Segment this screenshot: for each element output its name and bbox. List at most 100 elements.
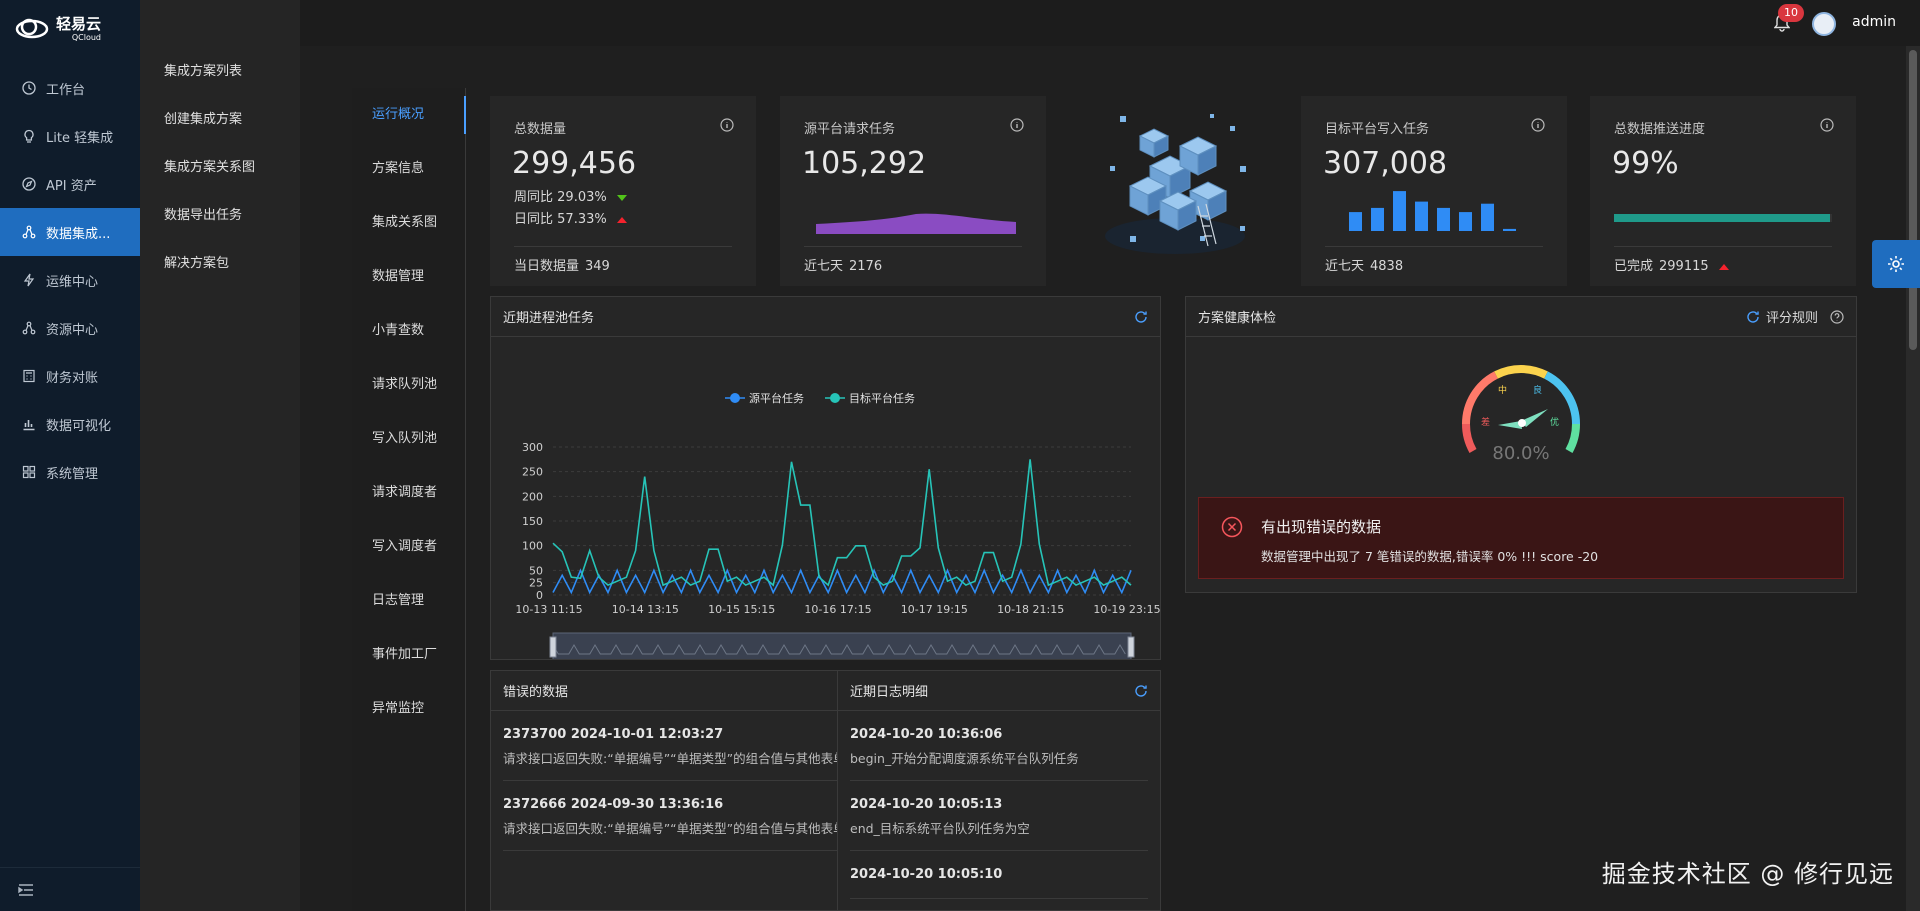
error-list: 2373700 2024-10-01 12:03:27 请求接口返回失败:“单据编… <box>491 711 1160 851</box>
y-tick-label: 150 <box>522 515 543 528</box>
foot-label: 当日数据量 <box>514 259 580 274</box>
panel-title: 错误的数据 <box>503 685 569 700</box>
tab[interactable]: 数据管理 <box>372 269 425 284</box>
y-tick-label: 250 <box>522 466 543 479</box>
target-bar <box>1415 201 1428 231</box>
y-tick-label: 200 <box>522 490 543 503</box>
nav-item[interactable]: API 资产 <box>0 160 140 208</box>
info-icon[interactable] <box>1010 118 1024 132</box>
nav-item[interactable]: 工作台 <box>0 64 140 112</box>
submenu-item[interactable]: 解决方案包 <box>164 256 230 271</box>
x-tick-label: 10-15 15:15 <box>708 603 775 616</box>
stat-value: 299,456 <box>512 146 637 181</box>
panel-title: 近期日志明细 <box>850 685 929 700</box>
legend-label[interactable]: 目标平台任务 <box>849 391 915 405</box>
brand-logo[interactable]: 轻易云 QCloud <box>14 14 101 44</box>
series-line-target <box>552 459 1132 587</box>
submenu-item[interactable]: 数据导出任务 <box>164 208 243 223</box>
data-cubes-illustration <box>1105 114 1246 254</box>
tab[interactable]: 事件加工厂 <box>372 647 438 662</box>
legend-label[interactable]: 源平台任务 <box>749 391 804 405</box>
week-compare-label: 周同比 <box>514 190 554 205</box>
tab[interactable]: 写入队列池 <box>372 431 438 446</box>
stat-card-target: 目标平台写入任务 307,008 近七天 4838 <box>1301 96 1567 286</box>
refresh-icon[interactable] <box>1746 310 1760 324</box>
entry-body: begin_开始分配调度源系统平台队列任务 <box>850 748 1148 781</box>
up-arrow-icon <box>616 216 627 223</box>
week-compare: 周同比 29.03% <box>514 186 627 205</box>
qcloud-logo-icon <box>15 18 49 39</box>
y-tick-label: 0 <box>536 589 543 602</box>
nav-item-label: 数据可视化 <box>46 418 112 434</box>
main-sidebar: 轻易云 QCloud 工作台 Lite 轻集成 API 资产 数据集成... 运维中心资… <box>0 0 140 911</box>
tab[interactable]: 日志管理 <box>372 593 425 608</box>
nav-list: 工作台 Lite 轻集成 API 资产 数据集成... 运维中心 资源中心 财务对账数据可视… <box>0 64 140 496</box>
tab[interactable]: 运行概况 <box>352 88 466 142</box>
tab[interactable]: 集成关系图 <box>372 215 438 230</box>
refresh-icon[interactable] <box>1134 684 1148 698</box>
question-icon[interactable] <box>1830 309 1844 324</box>
nav-item[interactable]: 财务对账 <box>0 352 140 400</box>
nav-item[interactable]: 数据可视化 <box>0 400 140 448</box>
page-scrollbar[interactable] <box>1906 46 1920 911</box>
scrollbar-thumb[interactable] <box>1909 50 1917 350</box>
nav-item[interactable]: 运维中心 <box>0 256 140 304</box>
x-tick-label: 10-13 11:15 <box>515 603 582 616</box>
stat-label: 总数据推送进度 <box>1614 122 1706 137</box>
entry-body: end_目标系统平台队列任务为空 <box>850 818 1148 851</box>
nav-item[interactable]: 数据集成... <box>0 208 140 256</box>
info-icon[interactable] <box>1531 118 1545 132</box>
gauge-label-good: 良 <box>1533 384 1542 396</box>
brand-sub: QCloud <box>71 33 102 42</box>
gauge-score: 80.0% <box>1492 443 1549 464</box>
zoom-slider[interactable] <box>552 632 1132 662</box>
gauge-label-bad: 差 <box>1481 416 1490 428</box>
zoom-slider-preview <box>552 644 1126 655</box>
zoom-handle[interactable] <box>549 636 557 658</box>
tab[interactable]: 请求队列池 <box>372 377 438 392</box>
info-icon[interactable] <box>720 118 734 132</box>
tab[interactable]: 方案信息 <box>372 161 425 176</box>
notification-count-badge: 10 <box>1778 4 1804 22</box>
entry-head: 2024-10-20 10:36:06 <box>850 727 1003 742</box>
submenu-item[interactable]: 集成方案关系图 <box>164 160 256 175</box>
panel-header: 近期进程池任务 <box>491 297 1160 337</box>
target-bar <box>1349 212 1362 231</box>
nav-item[interactable]: Lite 轻集成 <box>0 112 140 160</box>
foot-label: 已完成 <box>1614 259 1654 274</box>
apps-icon <box>22 465 36 479</box>
nav-item-label: 系统管理 <box>46 466 99 482</box>
list-item[interactable]: 2024-10-20 10:05:10 <box>838 851 1160 899</box>
list-item[interactable]: 2024-10-20 10:36:06 begin_开始分配调度源系统平台队列任务 <box>838 711 1160 781</box>
scoring-rules-link[interactable]: 评分规则 <box>1765 311 1818 326</box>
nav-item[interactable]: 系统管理 <box>0 448 140 496</box>
avatar[interactable] <box>1812 12 1836 36</box>
compass-icon <box>22 177 36 191</box>
tab[interactable]: 小青查数 <box>372 323 425 338</box>
submenu-item[interactable]: 集成方案列表 <box>164 64 243 79</box>
collapse-button[interactable] <box>0 867 140 911</box>
list-item[interactable]: 2024-10-20 10:05:13 end_目标系统平台队列任务为空 <box>838 781 1160 851</box>
health-check-panel: 方案健康体检 评分规则 差 中 良 优 80.0% 有出现错误的数据 数据管理中… <box>1185 296 1857 593</box>
submenu-item[interactable]: 创建集成方案 <box>164 112 243 127</box>
settings-button[interactable] <box>1872 240 1920 288</box>
info-icon[interactable] <box>1820 118 1834 132</box>
gear-icon <box>1888 256 1904 272</box>
stat-card-source: 源平台请求任务 105,292 近七天 2176 <box>780 96 1046 286</box>
tab[interactable]: 写入调度者 <box>372 539 438 554</box>
tab[interactable]: 请求调度者 <box>372 485 438 500</box>
x-tick-label: 10-18 21:15 <box>997 603 1064 616</box>
entry-head: 2024-10-20 10:05:13 <box>850 797 1003 812</box>
menu-fold-icon <box>18 883 33 896</box>
username[interactable]: admin <box>1852 14 1896 30</box>
foot-value: 4838 <box>1370 259 1404 274</box>
zoom-handle[interactable] <box>1127 636 1135 658</box>
refresh-icon[interactable] <box>1134 310 1148 324</box>
tab[interactable]: 异常监控 <box>372 701 425 716</box>
stat-label: 总数据量 <box>514 122 567 137</box>
stat-foot: 近七天 4838 <box>1325 246 1543 286</box>
panel-header: 方案健康体检 评分规则 <box>1186 297 1856 337</box>
nav-item[interactable]: 资源中心 <box>0 304 140 352</box>
panel-header: 近期日志明细 <box>838 671 1160 711</box>
brand-name: 轻易云 <box>56 15 102 33</box>
